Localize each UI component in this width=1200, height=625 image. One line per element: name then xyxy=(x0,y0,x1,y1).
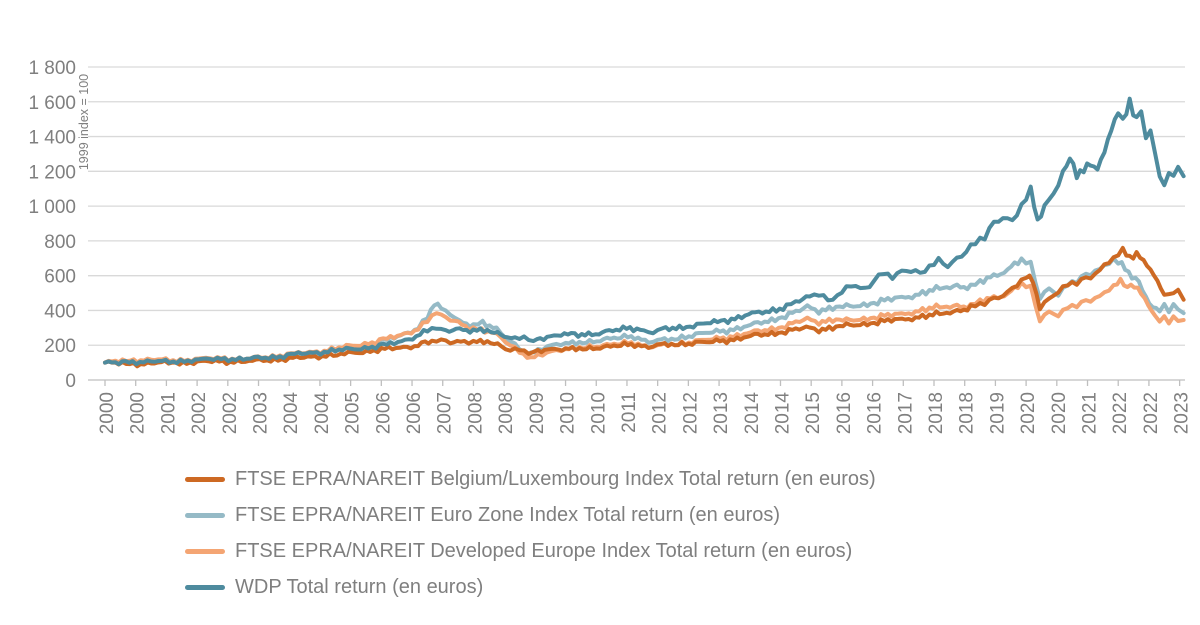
svg-text:2021: 2021 xyxy=(1080,392,1101,434)
svg-text:2013: 2013 xyxy=(711,392,732,434)
legend-item-euro-zone: FTSE EPRA/NAREIT Euro Zone Index Total r… xyxy=(185,503,876,527)
svg-text:1 000: 1 000 xyxy=(28,197,76,218)
svg-text:2005: 2005 xyxy=(343,392,364,434)
svg-text:2012: 2012 xyxy=(680,392,701,434)
svg-text:2001: 2001 xyxy=(158,392,179,434)
legend-label-developed-europe: FTSE EPRA/NAREIT Developed Europe Index … xyxy=(235,539,853,562)
legend-item-wdp: WDP Total return (en euros) xyxy=(185,575,876,599)
svg-text:2010: 2010 xyxy=(588,392,609,434)
svg-text:2010: 2010 xyxy=(558,392,579,434)
svg-text:1 200: 1 200 xyxy=(28,162,76,183)
svg-text:600: 600 xyxy=(44,267,76,288)
svg-text:2022: 2022 xyxy=(1141,392,1162,434)
legend-item-developed-europe: FTSE EPRA/NAREIT Developed Europe Index … xyxy=(185,539,876,563)
svg-text:2012: 2012 xyxy=(650,392,671,434)
svg-text:2006: 2006 xyxy=(373,392,394,434)
svg-text:2016: 2016 xyxy=(834,392,855,434)
svg-text:1999 index = 100: 1999 index = 100 xyxy=(77,74,91,170)
svg-text:2017: 2017 xyxy=(895,392,916,434)
svg-text:2008: 2008 xyxy=(465,392,486,434)
svg-text:1 600: 1 600 xyxy=(28,93,76,114)
chart-legend: FTSE EPRA/NAREIT Belgium/Luxembourg Inde… xyxy=(185,467,876,599)
svg-text:2023: 2023 xyxy=(1172,392,1193,434)
svg-text:2007: 2007 xyxy=(435,392,456,434)
svg-text:2019: 2019 xyxy=(987,392,1008,434)
legend-label-belgium-luxembourg: FTSE EPRA/NAREIT Belgium/Luxembourg Inde… xyxy=(235,467,876,490)
svg-text:2018: 2018 xyxy=(957,392,978,434)
svg-text:200: 200 xyxy=(44,336,76,357)
svg-text:2016: 2016 xyxy=(865,392,886,434)
svg-text:2004: 2004 xyxy=(312,392,333,435)
svg-text:2018: 2018 xyxy=(926,392,947,434)
svg-text:1 400: 1 400 xyxy=(28,128,76,149)
legend-swatch-developed-europe-line xyxy=(185,548,225,554)
svg-text:2008: 2008 xyxy=(496,392,517,434)
svg-text:2009: 2009 xyxy=(527,392,548,434)
svg-text:1 800: 1 800 xyxy=(28,58,76,79)
svg-text:2002: 2002 xyxy=(220,392,241,434)
svg-text:2022: 2022 xyxy=(1110,392,1131,434)
svg-text:2014: 2014 xyxy=(742,392,763,435)
svg-text:2020: 2020 xyxy=(1018,392,1039,434)
svg-text:2004: 2004 xyxy=(281,392,302,435)
legend-swatch-belgium-luxembourg-line xyxy=(185,476,225,482)
svg-text:2002: 2002 xyxy=(189,392,210,434)
legend-swatch-wdp-line xyxy=(185,584,225,590)
svg-text:2014: 2014 xyxy=(772,392,793,435)
legend-swatch-euro-zone-line xyxy=(185,512,225,518)
svg-text:2000: 2000 xyxy=(97,392,118,434)
svg-text:2000: 2000 xyxy=(128,392,149,434)
svg-text:2011: 2011 xyxy=(619,392,640,433)
svg-text:2006: 2006 xyxy=(404,392,425,434)
svg-text:2015: 2015 xyxy=(803,392,824,434)
legend-item-belgium-luxembourg: FTSE EPRA/NAREIT Belgium/Luxembourg Inde… xyxy=(185,467,876,491)
chart-canvas: 0 200 400 600 800 1 000 1 200 1 400 1 600 1 80019… xyxy=(28,58,1193,435)
legend-label-euro-zone: FTSE EPRA/NAREIT Euro Zone Index Total r… xyxy=(235,503,781,526)
svg-text:400: 400 xyxy=(44,301,76,322)
svg-text:2020: 2020 xyxy=(1049,392,1070,434)
svg-text:2003: 2003 xyxy=(251,392,272,434)
legend-label-wdp: WDP Total return (en euros) xyxy=(235,575,484,598)
svg-text:800: 800 xyxy=(44,232,76,253)
svg-text:0: 0 xyxy=(65,371,76,392)
